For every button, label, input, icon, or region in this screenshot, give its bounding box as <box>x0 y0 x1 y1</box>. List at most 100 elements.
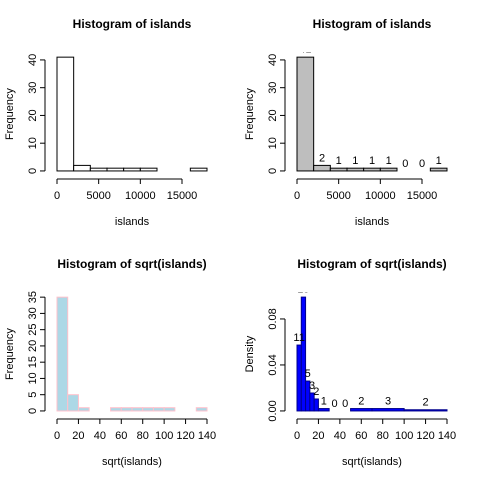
y-axis-label: Frequency <box>244 88 256 140</box>
y-tick-label: 30 <box>27 307 39 319</box>
y-tick-label: 30 <box>267 82 279 94</box>
y-axis-label: Density <box>244 335 256 372</box>
x-axis-label: islands <box>115 216 150 228</box>
bar <box>73 164 91 172</box>
y-tick-label: 0.00 <box>267 400 279 421</box>
y-tick-label: 35 <box>27 291 39 303</box>
x-axis-label: sqrt(islands) <box>102 456 162 468</box>
bar-label: 2 <box>358 395 364 407</box>
bar-label: 41 <box>299 44 311 56</box>
bar <box>67 394 79 412</box>
bar <box>350 408 373 412</box>
bar-label: 1 <box>386 155 392 167</box>
x-tick-label: 5000 <box>86 190 110 202</box>
bar-label: 1 <box>336 155 342 167</box>
bar <box>195 407 208 412</box>
bar-label: 3 <box>309 380 315 392</box>
bar <box>429 167 448 172</box>
y-axis-label: Frequency <box>4 88 16 140</box>
bar-label: 2 <box>313 386 319 398</box>
bar <box>313 398 319 412</box>
bar <box>371 408 405 412</box>
bar <box>77 407 90 412</box>
bar <box>131 407 144 412</box>
bar <box>403 409 448 412</box>
bar-label: 0 <box>419 158 425 170</box>
chart-title: Histogram of islands <box>313 17 432 31</box>
x-tick-label: 100 <box>155 430 173 442</box>
bar <box>329 167 348 172</box>
histogram-panel: Histogram of sqrt(islands) sqrt(islands) F… <box>4 257 216 468</box>
y-tick-label: 0.04 <box>267 354 279 375</box>
chart-title: Histogram of islands <box>73 17 192 31</box>
bar-label: 11 <box>293 332 304 344</box>
bar-label: 1 <box>352 155 358 167</box>
x-tick-label: 120 <box>416 430 434 442</box>
bar <box>379 167 398 172</box>
x-tick-label: 15000 <box>407 190 438 202</box>
x-axis-label: sqrt(islands) <box>342 456 402 468</box>
y-tick-label: 15 <box>27 356 39 368</box>
y-tick-label: 10 <box>27 372 39 384</box>
bar-label: 0 <box>331 398 337 410</box>
bar-label: 5 <box>305 368 311 380</box>
bar <box>89 167 108 172</box>
chart-title: Histogram of sqrt(islands) <box>57 257 206 271</box>
y-axis-label: Frequency <box>4 328 16 380</box>
x-tick-label: 0 <box>54 190 60 202</box>
y-tick-label: 0.08 <box>267 308 279 329</box>
y-tick-label: 30 <box>27 82 39 94</box>
bar <box>123 167 141 172</box>
y-tick-label: 20 <box>267 109 279 121</box>
y-tick-label: 10 <box>27 137 39 149</box>
bar-label: 2 <box>423 397 429 409</box>
y-tick-label: 20 <box>27 109 39 121</box>
x-tick-label: 0 <box>294 190 300 202</box>
x-tick-label: 20 <box>72 430 84 442</box>
bar <box>317 408 330 412</box>
bar <box>120 407 133 412</box>
x-tick-label: 80 <box>377 430 389 442</box>
bar <box>142 407 154 412</box>
bar <box>110 407 122 412</box>
x-tick-label: 20 <box>312 430 324 442</box>
bar-label: 1 <box>436 155 442 167</box>
y-tick-label: 10 <box>267 137 279 149</box>
y-tick-label: 0 <box>27 168 39 174</box>
chart-title: Histogram of sqrt(islands) <box>297 257 446 271</box>
bar-label: 1 <box>321 395 327 407</box>
x-tick-label: 10000 <box>365 190 396 202</box>
x-tick-label: 100 <box>395 430 413 442</box>
bar-label: 3 <box>385 395 391 407</box>
bar <box>296 344 302 412</box>
x-tick-label: 60 <box>355 430 367 442</box>
histogram-panel: Histogram of sqrt(islands) sqrt(islands) D… <box>244 257 456 468</box>
x-tick-label: 40 <box>94 430 106 442</box>
bar <box>363 167 381 172</box>
x-tick-label: 80 <box>137 430 149 442</box>
bar-label: 1 <box>369 155 375 167</box>
bar <box>163 407 176 412</box>
bar <box>313 164 331 172</box>
x-tick-label: 0 <box>54 430 60 442</box>
bar <box>152 407 165 412</box>
bar <box>139 167 158 172</box>
x-tick-label: 40 <box>334 430 346 442</box>
x-tick-label: 15000 <box>167 190 198 202</box>
x-tick-label: 0 <box>294 430 300 442</box>
x-axis-label: islands <box>355 216 390 228</box>
y-tick-label: 20 <box>27 340 39 352</box>
y-tick-label: 25 <box>27 324 39 336</box>
x-tick-label: 120 <box>176 430 194 442</box>
bar <box>189 167 208 172</box>
bar <box>56 56 75 172</box>
bar <box>300 296 307 412</box>
histogram-panel: Histogram of islands islands Frequency 0 500… <box>4 17 208 228</box>
y-tick-label: 0 <box>27 408 39 414</box>
bar-label: 2 <box>319 152 325 164</box>
bar-label: 0 <box>402 158 408 170</box>
x-tick-label: 10000 <box>125 190 156 202</box>
